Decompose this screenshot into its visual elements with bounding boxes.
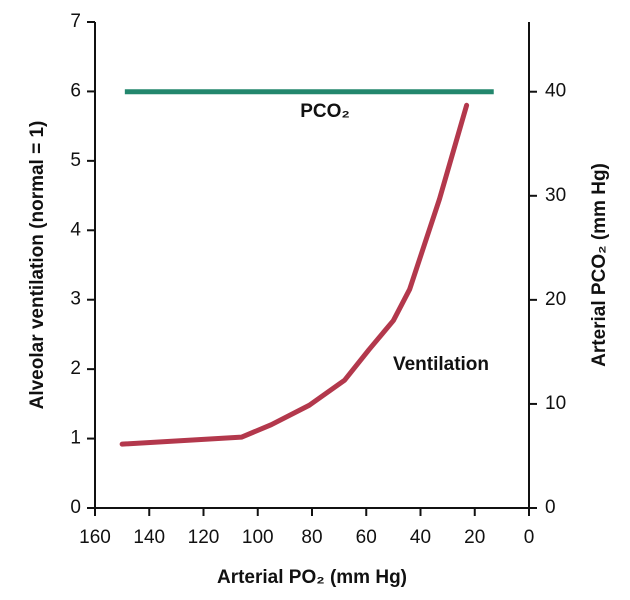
x-tick-label: 100	[242, 527, 274, 548]
y2-tick-label: 40	[545, 81, 566, 102]
series-label: PCO₂	[300, 101, 350, 122]
y-tick-label: 1	[70, 428, 81, 449]
series-label: Ventilation	[393, 354, 489, 375]
y-axis-title: Alveolar ventilation (normal = 1)	[27, 121, 48, 410]
y2-tick-label: 20	[545, 289, 566, 310]
x-tick-label: 120	[188, 527, 220, 548]
y-tick-label: 4	[70, 219, 81, 240]
x-tick-label: 80	[301, 527, 322, 548]
y-tick-label: 7	[70, 11, 81, 32]
y2-tick-label: 0	[545, 497, 556, 518]
y-tick-label: 2	[70, 358, 81, 379]
x-axis-title: Arterial PO₂ (mm Hg)	[217, 567, 407, 588]
y-tick-label: 5	[70, 150, 81, 171]
y2-axis-title: Arterial PCO₂ (mm Hg)	[589, 163, 610, 367]
x-tick-label: 0	[524, 527, 535, 548]
x-tick-label: 140	[133, 527, 165, 548]
series-line	[119, 102, 470, 447]
x-tick-label: 40	[410, 527, 431, 548]
y-tick-label: 0	[70, 497, 81, 518]
y-tick-label: 3	[70, 289, 81, 310]
y2-tick-label: 30	[545, 185, 566, 206]
y-tick-label: 6	[70, 80, 81, 101]
x-tick-label: 60	[356, 527, 377, 548]
x-tick-label: 160	[79, 527, 111, 548]
x-tick-label: 20	[464, 527, 485, 548]
y2-tick-label: 10	[545, 393, 566, 414]
